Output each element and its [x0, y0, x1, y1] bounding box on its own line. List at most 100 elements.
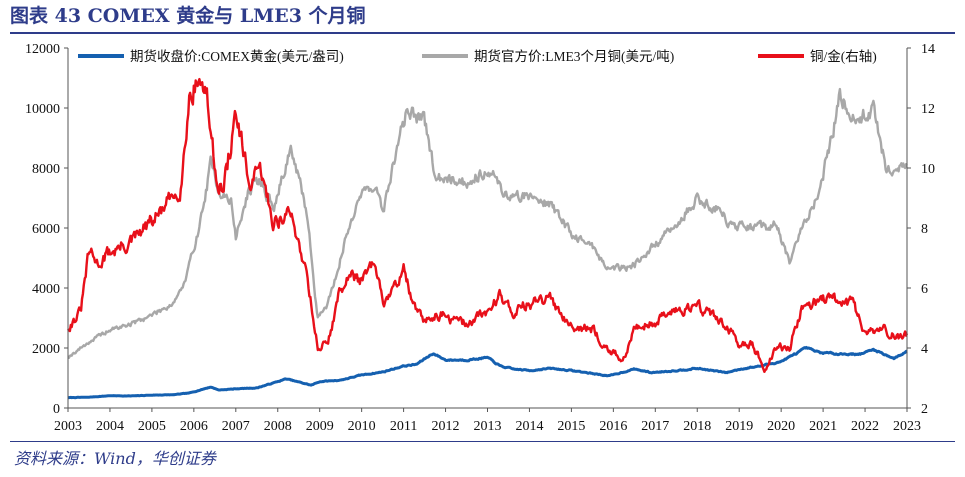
- data-point: [512, 368, 513, 369]
- chart-legend: 期货收盘价:COMEX黄金(美元/盎司) 期货官方价:LME3个月铜(美元/吨) 铜…: [78, 48, 877, 64]
- chart: 0 2000 4000 6000 8000 10000 12000 2 4 6 8 10 12 14 200…: [25, 42, 935, 434]
- data-point: [210, 164, 211, 165]
- data-point: [730, 332, 731, 333]
- x-tick-label: 2008: [264, 419, 292, 434]
- x-tick-label: 2014: [515, 419, 543, 434]
- data-point: [697, 197, 698, 198]
- data-point: [676, 224, 677, 225]
- data-point: [235, 113, 236, 114]
- left-y-tick-label: 10000: [25, 102, 60, 117]
- data-point: [307, 272, 308, 273]
- x-tick-label: 2022: [851, 419, 879, 434]
- left-y-tick-label: 4000: [32, 282, 60, 297]
- data-point: [151, 314, 152, 315]
- data-point: [831, 137, 832, 138]
- data-point: [885, 329, 886, 330]
- right-y-tick-label: 14: [921, 42, 935, 57]
- data-point: [231, 203, 232, 204]
- data-point: [172, 302, 173, 303]
- data-point: [806, 347, 807, 348]
- chart-axes: 0 2000 4000 6000 8000 10000 12000 2 4 6 8 10 12 14 200…: [25, 42, 935, 434]
- data-point: [235, 236, 236, 237]
- data-point: [340, 287, 341, 288]
- data-point: [760, 365, 761, 366]
- data-point: [317, 347, 318, 348]
- data-point: [353, 272, 354, 273]
- data-point: [311, 385, 312, 386]
- data-point: [487, 167, 488, 168]
- data-point: [109, 251, 110, 252]
- data-point: [340, 380, 341, 381]
- data-point: [210, 386, 211, 387]
- data-point: [781, 361, 782, 362]
- data-point: [206, 92, 207, 93]
- data-point: [508, 197, 509, 198]
- data-point: [374, 182, 375, 183]
- data-point: [466, 182, 467, 183]
- data-point: [307, 212, 308, 213]
- data-point: [411, 302, 412, 303]
- data-point: [403, 263, 404, 264]
- data-point: [317, 317, 318, 318]
- data-point: [789, 263, 790, 264]
- data-point: [651, 323, 652, 324]
- x-tick-label: 2021: [809, 419, 837, 434]
- data-point: [877, 329, 878, 330]
- data-point: [130, 242, 131, 243]
- data-point: [445, 359, 446, 360]
- data-point: [843, 353, 844, 354]
- data-point: [151, 221, 152, 222]
- data-point: [382, 302, 383, 303]
- data-point: [189, 392, 190, 393]
- data-point: [361, 374, 362, 375]
- series-line: [67, 87, 908, 359]
- data-point: [697, 305, 698, 306]
- data-point: [864, 332, 865, 333]
- data-point: [873, 107, 874, 108]
- data-point: [651, 248, 652, 249]
- data-point: [97, 263, 98, 264]
- legend-label: 期货官方价:LME3个月铜(美元/吨): [474, 48, 674, 64]
- x-tick-label: 2017: [641, 419, 669, 434]
- data-point: [898, 173, 899, 174]
- data-point: [248, 182, 249, 183]
- data-point: [609, 375, 610, 376]
- x-tick-label: 2006: [180, 419, 208, 434]
- data-point: [432, 353, 433, 354]
- data-point: [512, 311, 513, 312]
- data-point: [399, 137, 400, 138]
- data-point: [726, 372, 727, 373]
- data-point: [676, 308, 677, 309]
- left-y-tick-label: 0: [53, 402, 60, 417]
- x-tick-label: 2019: [725, 419, 753, 434]
- legend-label: 期货收盘价:COMEX黄金(美元/盎司): [130, 48, 344, 64]
- right-y-tick-label: 8: [921, 222, 928, 237]
- data-point: [760, 227, 761, 228]
- data-point: [197, 77, 198, 78]
- data-point: [776, 224, 777, 225]
- data-point: [290, 146, 291, 147]
- data-point: [676, 370, 677, 371]
- data-point: [634, 263, 635, 264]
- data-point: [466, 359, 467, 360]
- data-point: [634, 368, 635, 369]
- data-point: [357, 197, 358, 198]
- data-point: [860, 353, 861, 354]
- data-point: [550, 203, 551, 204]
- data-point: [739, 369, 740, 370]
- data-point: [277, 381, 278, 382]
- data-point: [407, 107, 408, 108]
- data-point: [697, 368, 698, 369]
- right-y-tick-label: 12: [921, 102, 935, 117]
- data-point: [214, 167, 215, 168]
- data-point: [88, 251, 89, 252]
- data-point: [437, 182, 438, 183]
- data-point: [437, 311, 438, 312]
- data-point: [571, 370, 572, 371]
- legend-label: 铜/金(右轴): [810, 49, 877, 64]
- x-tick-label: 2011: [390, 419, 417, 434]
- data-point: [466, 323, 467, 324]
- right-y-tick-label: 2: [921, 402, 928, 417]
- left-y-tick-label: 8000: [32, 162, 60, 177]
- data-point: [235, 388, 236, 389]
